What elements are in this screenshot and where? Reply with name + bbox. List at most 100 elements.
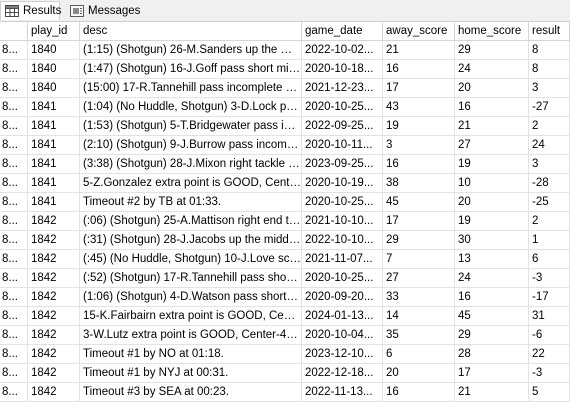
row-number-cell[interactable]: 8... [0,98,28,117]
desc-cell[interactable]: (:52) (Shotgun) 17-R.Tannehill pass shor… [80,269,302,288]
result-cell[interactable]: -17 [529,288,570,307]
away-score-cell[interactable]: 33 [383,288,455,307]
desc-cell[interactable]: (1:04) (No Huddle, Shotgun) 3-D.Lock pas… [80,98,302,117]
results-grid[interactable]: play_id desc game_date away_score home_s… [0,22,570,404]
row-number-cell[interactable]: 8... [0,326,28,345]
table-row[interactable]: 8... 1840 (1:47) (Shotgun) 16-J.Goff pass … [0,60,570,79]
row-number-cell[interactable]: 8... [0,193,28,212]
game-date-cell[interactable]: 2021-10-10... [302,212,383,231]
play-id-cell[interactable]: 1842 [28,269,80,288]
table-row[interactable]: 8... 1842 (:06) (Shotgun) 25-A.Mattison ri… [0,212,570,231]
play-id-cell[interactable]: 1840 [28,41,80,60]
away-score-cell[interactable]: 29 [383,231,455,250]
row-number-cell[interactable]: 8... [0,212,28,231]
result-cell[interactable]: 2 [529,212,570,231]
play-id-cell[interactable]: 1842 [28,288,80,307]
play-id-cell[interactable]: 1842 [28,250,80,269]
game-date-cell[interactable]: 2021-12-23... [302,79,383,98]
home-score-cell[interactable]: 20 [455,193,529,212]
game-date-cell[interactable]: 2020-09-20... [302,288,383,307]
table-row[interactable]: 8... 1842 (:52) (Shotgun) 17-R.Tannehill p… [0,269,570,288]
game-date-cell[interactable]: 2021-11-07... [302,250,383,269]
header-home-score[interactable]: home_score [455,22,529,41]
row-number-cell[interactable]: 8... [0,174,28,193]
result-cell[interactable]: 24 [529,136,570,155]
desc-cell[interactable]: (:31) (Shotgun) 28-J.Jacobs up the middl… [80,231,302,250]
header-row-number[interactable] [0,22,28,41]
away-score-cell[interactable]: 45 [383,193,455,212]
game-date-cell[interactable]: 2022-11-13... [302,383,383,402]
home-score-cell[interactable]: 10 [455,174,529,193]
table-row[interactable]: 8... 1842 (:45) (No Huddle, Shotgun) 10-J.… [0,250,570,269]
result-cell[interactable]: -25 [529,193,570,212]
home-score-cell[interactable]: 19 [455,155,529,174]
play-id-cell[interactable]: 1840 [28,79,80,98]
row-number-cell[interactable]: 8... [0,117,28,136]
desc-cell[interactable]: (15:00) 17-R.Tannehill pass incomplete s… [80,79,302,98]
desc-cell[interactable]: (1:15) (Shotgun) 26-M.Sanders up the mid… [80,41,302,60]
header-result[interactable]: result [529,22,570,41]
table-row[interactable]: 8... 1841 (2:10) (Shotgun) 9-J.Burrow pass… [0,136,570,155]
result-cell[interactable]: 1 [529,231,570,250]
desc-cell[interactable]: Timeout #2 by TB at 01:33. [80,193,302,212]
table-row[interactable]: 8... 1840 (1:15) (Shotgun) 26-M.Sanders up… [0,41,570,60]
result-cell[interactable]: 31 [529,307,570,326]
home-score-cell[interactable]: 24 [455,60,529,79]
row-number-cell[interactable]: 8... [0,288,28,307]
play-id-cell[interactable]: 1842 [28,326,80,345]
table-row[interactable]: 8... 1841 5-Z.Gonzalez extra point is GOOD… [0,174,570,193]
play-id-cell[interactable]: 1841 [28,174,80,193]
row-number-cell[interactable]: 8... [0,231,28,250]
result-cell[interactable]: 3 [529,79,570,98]
play-id-cell[interactable]: 1841 [28,117,80,136]
table-row[interactable]: 8... 1842 (:31) (Shotgun) 28-J.Jacobs up t… [0,231,570,250]
desc-cell[interactable]: Timeout #1 by NYJ at 00:31. [80,364,302,383]
header-play-id[interactable]: play_id [28,22,80,41]
home-score-cell[interactable]: 45 [455,307,529,326]
row-number-cell[interactable]: 8... [0,41,28,60]
desc-cell[interactable]: (:45) (No Huddle, Shotgun) 10-J.Love scr… [80,250,302,269]
home-score-cell[interactable]: 16 [455,98,529,117]
away-score-cell[interactable]: 6 [383,345,455,364]
result-cell[interactable]: -3 [529,364,570,383]
result-cell[interactable]: 8 [529,41,570,60]
row-number-cell[interactable]: 8... [0,79,28,98]
desc-cell[interactable]: (1:53) (Shotgun) 5-T.Bridgewater pass in… [80,117,302,136]
away-score-cell[interactable]: 35 [383,326,455,345]
result-cell[interactable]: 22 [529,345,570,364]
row-number-cell[interactable]: 8... [0,383,28,402]
result-cell[interactable]: 3 [529,155,570,174]
game-date-cell[interactable]: 2023-09-25... [302,155,383,174]
away-score-cell[interactable]: 27 [383,269,455,288]
header-away-score[interactable]: away_score [383,22,455,41]
play-id-cell[interactable]: 1842 [28,231,80,250]
away-score-cell[interactable]: 17 [383,79,455,98]
game-date-cell[interactable]: 2020-10-25... [302,269,383,288]
desc-cell[interactable]: (:06) (Shotgun) 25-A.Mattison right end … [80,212,302,231]
table-row[interactable]: 8... 1841 (1:04) (No Huddle, Shotgun) 3-D.… [0,98,570,117]
home-score-cell[interactable]: 27 [455,136,529,155]
desc-cell[interactable]: (3:38) (Shotgun) 28-J.Mixon right tackle… [80,155,302,174]
row-number-cell[interactable]: 8... [0,307,28,326]
play-id-cell[interactable]: 1842 [28,364,80,383]
play-id-cell[interactable]: 1840 [28,60,80,79]
play-id-cell[interactable]: 1841 [28,136,80,155]
away-score-cell[interactable]: 19 [383,117,455,136]
away-score-cell[interactable]: 43 [383,98,455,117]
result-cell[interactable]: 5 [529,383,570,402]
result-cell[interactable]: 6 [529,250,570,269]
result-cell[interactable]: 2 [529,117,570,136]
home-score-cell[interactable]: 21 [455,383,529,402]
desc-cell[interactable]: 3-W.Lutz extra point is GOOD, Center-49-… [80,326,302,345]
table-row[interactable]: 8... 1842 (1:06) (Shotgun) 4-D.Watson pass… [0,288,570,307]
table-row[interactable]: 8... 1842 Timeout #3 by SEA at 00:23. 2022-… [0,383,570,402]
game-date-cell[interactable]: 2024-01-13... [302,307,383,326]
game-date-cell[interactable]: 2022-10-02... [302,41,383,60]
desc-cell[interactable]: 5-Z.Gonzalez extra point is GOOD, Center… [80,174,302,193]
home-score-cell[interactable]: 20 [455,79,529,98]
game-date-cell[interactable]: 2022-09-25... [302,117,383,136]
play-id-cell[interactable]: 1841 [28,98,80,117]
play-id-cell[interactable]: 1842 [28,345,80,364]
header-game-date[interactable]: game_date [302,22,383,41]
game-date-cell[interactable]: 2020-10-18... [302,60,383,79]
